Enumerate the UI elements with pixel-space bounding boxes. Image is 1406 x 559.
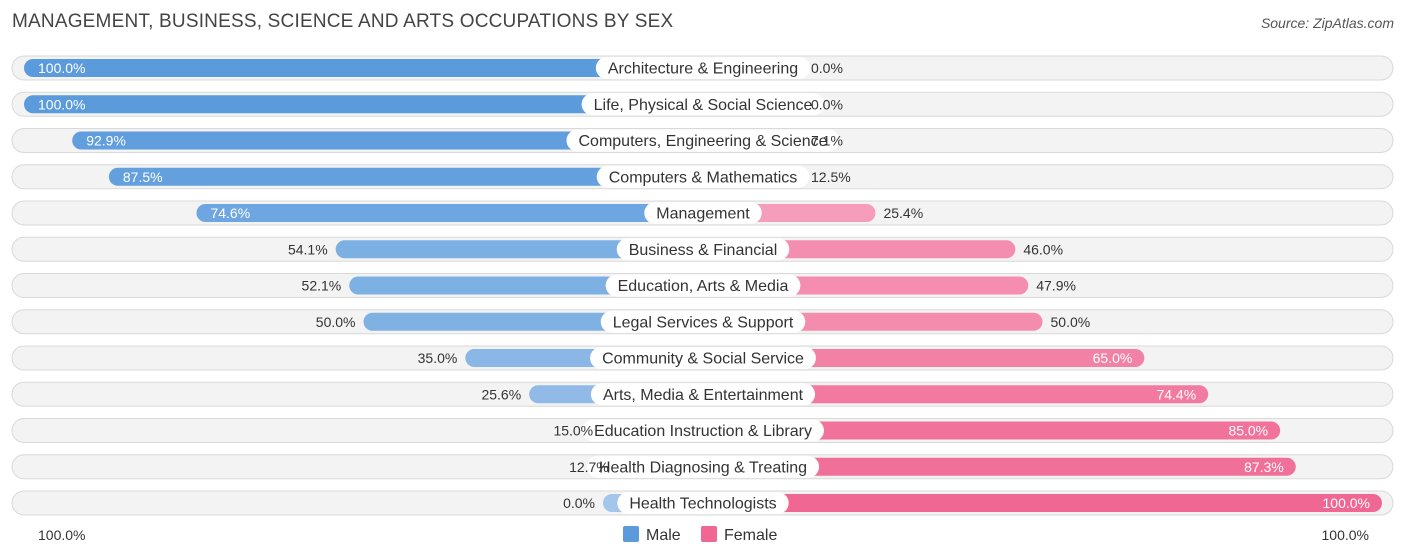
category-label: Life, Physical & Social Science <box>594 97 813 114</box>
category-label-box <box>596 165 810 188</box>
male-value-label: 100.0% <box>38 96 85 112</box>
male-value-label: 87.5% <box>123 169 163 185</box>
legend-swatch-male <box>623 526 639 542</box>
female-value-label: 50.0% <box>1051 314 1091 330</box>
category-label: Computers, Engineering & Science <box>578 133 827 150</box>
category-label-box <box>644 202 762 224</box>
female-value-label: 25.4% <box>883 205 923 221</box>
male-value-label: 92.9% <box>86 133 126 149</box>
chart-title: MANAGEMENT, BUSINESS, SCIENCE AND ARTS O… <box>12 11 674 32</box>
category-label: Education, Arts & Media <box>618 278 789 295</box>
female-value-label: 87.3% <box>1244 459 1284 475</box>
category-label-box <box>600 310 806 333</box>
male-value-label: 74.6% <box>210 205 250 221</box>
source-note: Source: ZipAtlas.com <box>1260 15 1394 31</box>
category-label: Management <box>656 206 750 223</box>
axis-left-label: 100.0% <box>38 527 85 543</box>
male-value-label: 52.1% <box>302 278 342 294</box>
male-value-label: 0.0% <box>563 495 595 511</box>
legend-label-male: Male <box>646 527 681 544</box>
female-bar <box>703 457 1296 476</box>
category-label-box <box>582 419 824 442</box>
category-label-box <box>605 274 801 297</box>
female-bar <box>703 421 1281 440</box>
category-label-box <box>617 492 789 514</box>
category-label-box <box>616 238 790 261</box>
male-value-label: 54.1% <box>288 241 328 257</box>
category-label: Community & Social Service <box>602 351 804 368</box>
male-value-label: 15.0% <box>553 423 593 439</box>
category-label: Arts, Media & Entertainment <box>603 387 804 404</box>
legend-label-female: Female <box>724 527 777 544</box>
legend-swatch-female <box>701 526 717 542</box>
male-value-label: 100.0% <box>38 60 85 76</box>
female-value-label: 85.0% <box>1228 423 1268 439</box>
male-bar <box>196 204 703 222</box>
male-value-label: 50.0% <box>316 314 356 330</box>
category-label: Computers & Mathematics <box>609 169 798 186</box>
female-value-label: 12.5% <box>811 169 851 185</box>
male-bar <box>24 95 703 114</box>
female-value-label: 47.9% <box>1036 278 1076 294</box>
female-value-label: 0.0% <box>811 60 843 76</box>
category-label: Health Diagnosing & Treating <box>599 459 807 476</box>
female-value-label: 7.1% <box>811 133 843 149</box>
axis-right-label: 100.0% <box>1322 527 1369 543</box>
category-label-box <box>590 383 816 406</box>
category-label: Architecture & Engineering <box>608 61 798 78</box>
male-value-label: 25.6% <box>481 386 521 402</box>
female-value-label: 46.0% <box>1023 241 1063 257</box>
category-label: Legal Services & Support <box>613 314 794 331</box>
female-bar <box>703 494 1382 512</box>
category-label-box <box>590 347 816 369</box>
category-label-box <box>595 57 811 79</box>
female-value-label: 65.0% <box>1093 350 1133 366</box>
male-value-label: 35.0% <box>418 350 458 366</box>
male-bar <box>24 59 703 77</box>
male-bar <box>335 240 703 259</box>
male-bar <box>72 131 704 150</box>
female-value-label: 0.0% <box>811 96 843 112</box>
category-label-box <box>586 455 820 478</box>
category-label-box <box>581 93 825 116</box>
female-bar <box>703 385 1209 404</box>
category-label: Business & Financial <box>629 242 778 259</box>
male-value-label: 12.7% <box>569 459 609 475</box>
category-label: Health Technologists <box>629 496 776 513</box>
category-label-box <box>566 129 840 152</box>
category-label: Education Instruction & Library <box>594 423 812 440</box>
female-value-label: 74.4% <box>1156 386 1196 402</box>
female-value-label: 100.0% <box>1323 495 1370 511</box>
male-bar <box>108 167 703 186</box>
